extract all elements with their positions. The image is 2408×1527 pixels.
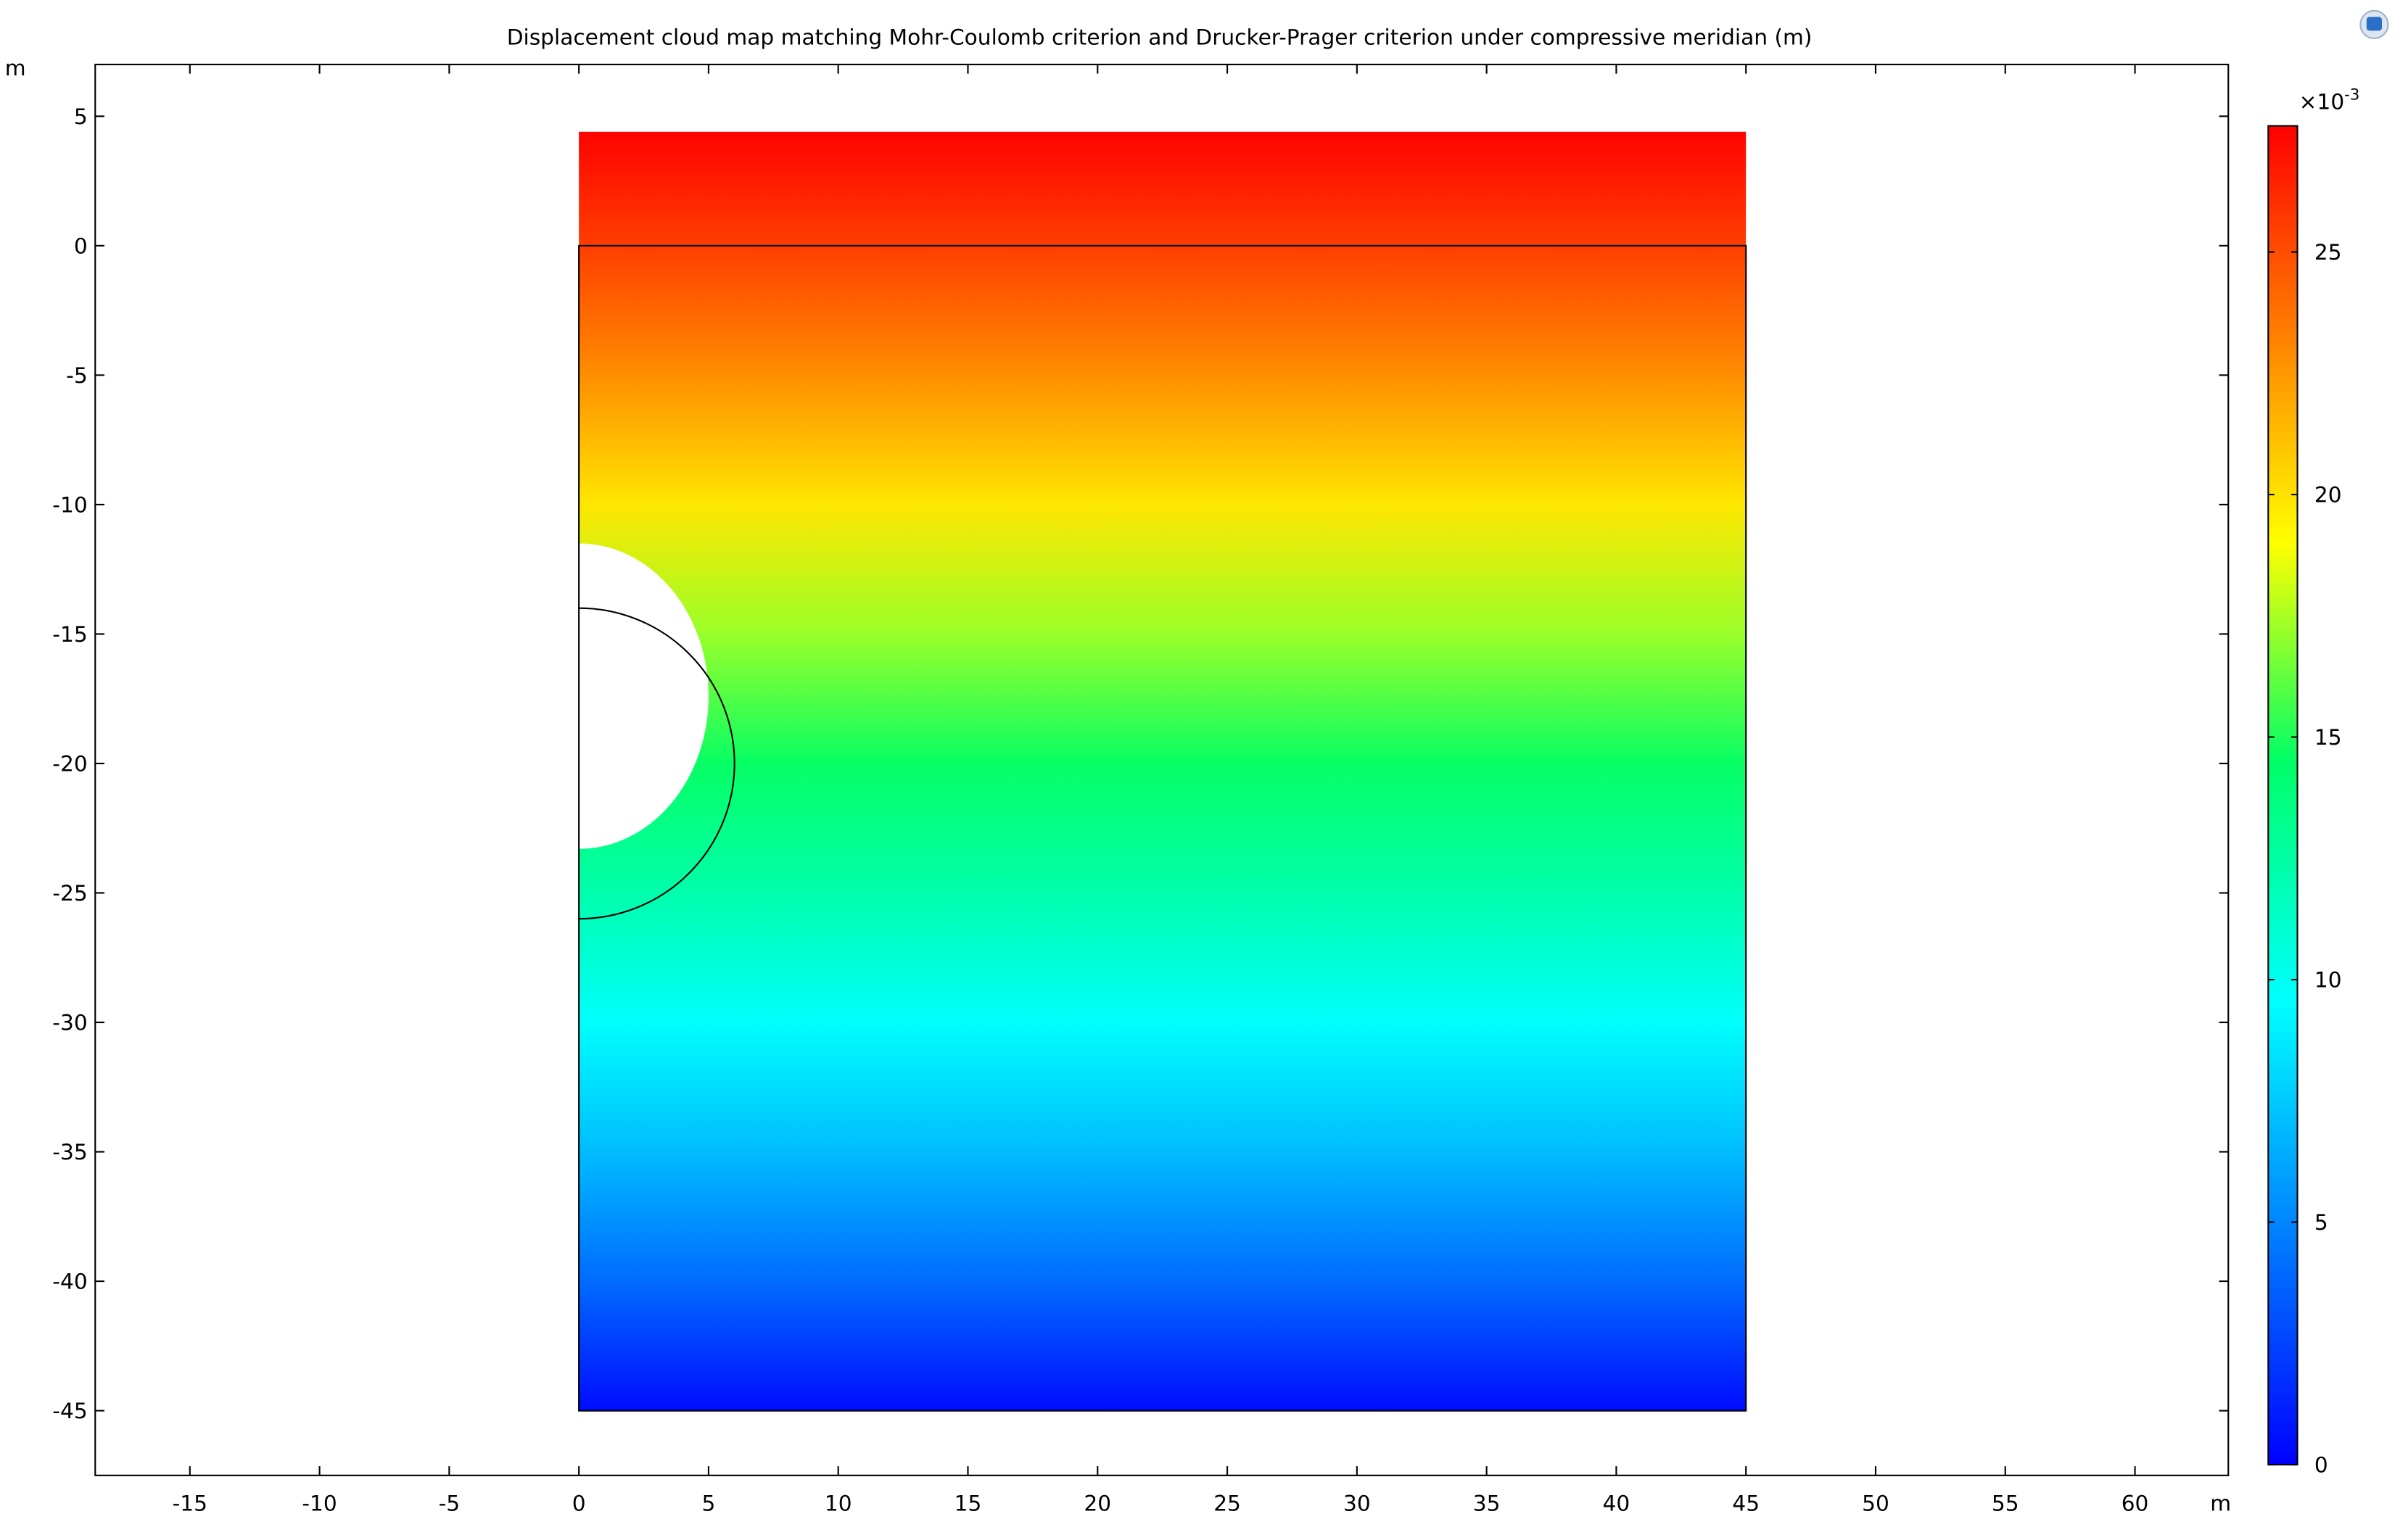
- x-tick-label: 10: [825, 1491, 852, 1516]
- tunnel-outline: [579, 607, 735, 920]
- toolbar-icon[interactable]: [2359, 9, 2389, 39]
- x-tick-label: 55: [1992, 1491, 2019, 1516]
- y-tick-label: -15: [52, 621, 87, 647]
- colorbar-tick-label: 20: [2314, 482, 2342, 508]
- x-tick-label: 0: [572, 1491, 586, 1516]
- x-tick-label: 50: [1862, 1491, 1889, 1516]
- field-band: [579, 131, 1747, 247]
- y-tick-label: -20: [52, 751, 87, 777]
- x-tick-label: 60: [2122, 1491, 2149, 1516]
- field-band: [579, 1281, 1747, 1412]
- y-tick-label: -35: [52, 1139, 87, 1164]
- field-band: [579, 245, 1747, 376]
- field-band: [579, 634, 1747, 765]
- colorbar-tick-label: 10: [2314, 967, 2342, 993]
- colorbar-label-exponent: -3: [2344, 86, 2359, 104]
- x-tick-label: 5: [701, 1491, 715, 1516]
- x-tick-label: 40: [1603, 1491, 1630, 1516]
- colorbar-tick-label: 15: [2314, 724, 2342, 750]
- x-tick-label: 45: [1732, 1491, 1760, 1516]
- x-tick-label: 25: [1213, 1491, 1241, 1516]
- colorbar: [2267, 125, 2298, 1466]
- y-tick-label: -25: [52, 880, 87, 906]
- y-tick-label: 0: [74, 233, 88, 258]
- colorbar-label: ×10-3: [2299, 86, 2360, 115]
- y-tick-label: -10: [52, 492, 87, 518]
- plot-frame: [94, 63, 2230, 1476]
- y-tick-label: 5: [74, 104, 88, 129]
- x-tick-label: -10: [302, 1491, 337, 1516]
- colorbar-tick-label: 5: [2314, 1209, 2328, 1235]
- y-tick-label: -40: [52, 1269, 87, 1294]
- y-unit-label: m: [5, 55, 26, 80]
- field-band: [579, 763, 1747, 894]
- field-band: [579, 504, 1747, 635]
- geometry-outline: [578, 244, 1747, 1412]
- icon-glyph[interactable]: [2366, 17, 2383, 31]
- field-band: [579, 1151, 1747, 1283]
- y-tick-label: -5: [66, 363, 88, 388]
- colorbar-label-base: ×10: [2299, 88, 2345, 114]
- field-band: [579, 893, 1747, 1024]
- chart-title: Displacement cloud map matching Mohr-Cou…: [507, 24, 1813, 49]
- x-tick-label: 15: [954, 1491, 982, 1516]
- x-unit-label: m: [2210, 1491, 2231, 1516]
- y-tick-label: -45: [52, 1398, 87, 1423]
- colorbar-tick-label: 0: [2314, 1452, 2328, 1478]
- x-tick-label: -5: [439, 1491, 461, 1516]
- x-tick-label: 20: [1084, 1491, 1111, 1516]
- field-band: [579, 1022, 1747, 1153]
- x-tick-label: -15: [173, 1491, 207, 1516]
- x-tick-label: 30: [1343, 1491, 1371, 1516]
- x-tick-label: 35: [1473, 1491, 1501, 1516]
- colorbar-tick-label: 25: [2314, 239, 2342, 265]
- y-tick-label: -30: [52, 1010, 87, 1035]
- field-band: [579, 375, 1747, 505]
